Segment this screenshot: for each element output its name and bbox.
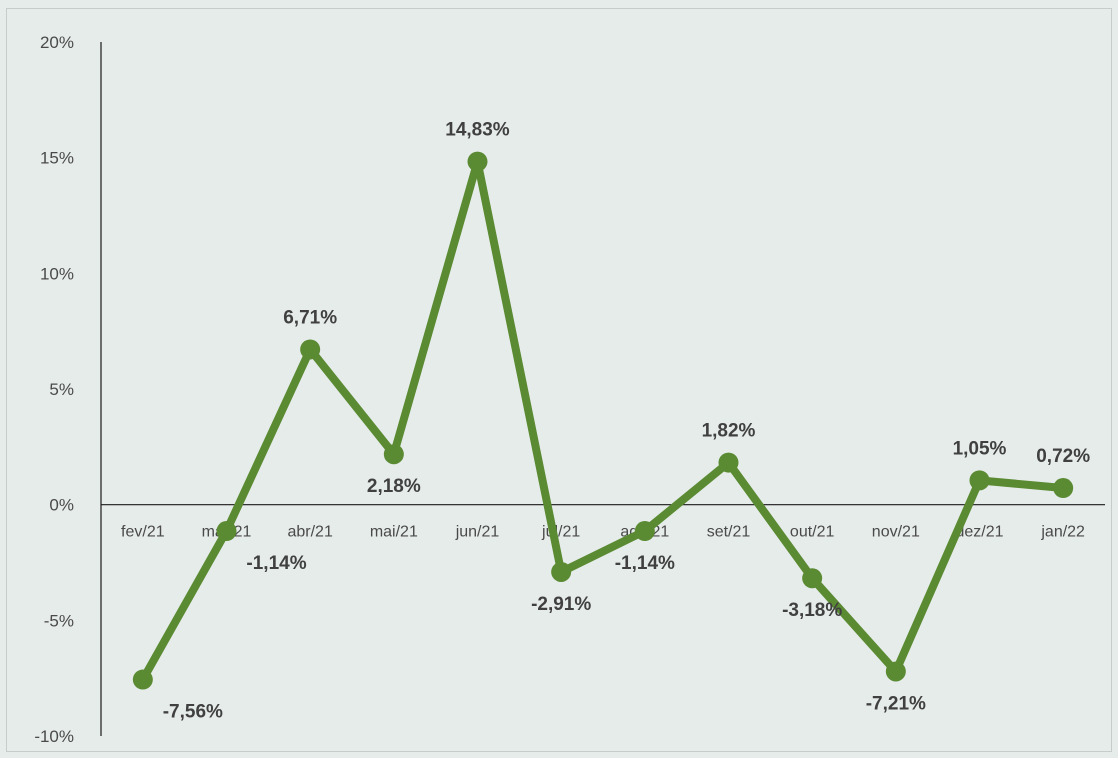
data-label: 1,05%: [953, 438, 1007, 459]
data-point: [885, 661, 906, 682]
y-tick-label: 15%: [40, 149, 74, 168]
data-point: [551, 561, 572, 582]
y-tick-label: -10%: [34, 727, 74, 746]
y-tick-label: 5%: [49, 380, 74, 399]
x-tick-label: nov/21: [872, 524, 920, 541]
data-point: [634, 521, 655, 542]
x-tick-label: fev/21: [121, 524, 165, 541]
data-point: [467, 151, 488, 172]
y-tick-label: 10%: [40, 264, 74, 283]
data-point: [132, 669, 153, 690]
x-tick-label: out/21: [790, 524, 835, 541]
y-tick-label: 20%: [40, 33, 74, 52]
chart-frame: [6, 8, 1112, 752]
x-tick-label: jun/21: [455, 524, 500, 541]
y-tick-label: 0%: [49, 496, 74, 515]
x-tick-label: abr/21: [287, 524, 332, 541]
data-label: 1,82%: [702, 421, 756, 442]
y-tick-label: -5%: [44, 611, 74, 630]
data-point: [383, 444, 404, 465]
data-label: 14,83%: [445, 120, 510, 141]
series-line: [138, 157, 1068, 684]
data-label: -1,14%: [246, 553, 306, 574]
x-tick-label: jul/21: [541, 524, 580, 541]
x-tick-label: dez/21: [955, 524, 1003, 541]
data-label: -2,91%: [531, 594, 591, 615]
data-label: -3,18%: [782, 600, 842, 621]
data-point: [300, 339, 321, 360]
data-label: -1,14%: [615, 553, 675, 574]
data-label: 2,18%: [367, 476, 421, 497]
data-label: -7,21%: [866, 693, 926, 714]
data-label: 0,72%: [1036, 446, 1090, 467]
data-point: [718, 452, 739, 473]
data-point: [1053, 478, 1074, 499]
x-tick-label: jan/22: [1040, 524, 1085, 541]
x-tick-label: mai/21: [370, 524, 418, 541]
x-tick-label: set/21: [707, 524, 751, 541]
data-point: [969, 470, 990, 491]
data-label: -7,56%: [163, 702, 223, 723]
data-point: [216, 521, 237, 542]
data-point: [802, 568, 823, 589]
data-label: 6,71%: [283, 307, 337, 328]
